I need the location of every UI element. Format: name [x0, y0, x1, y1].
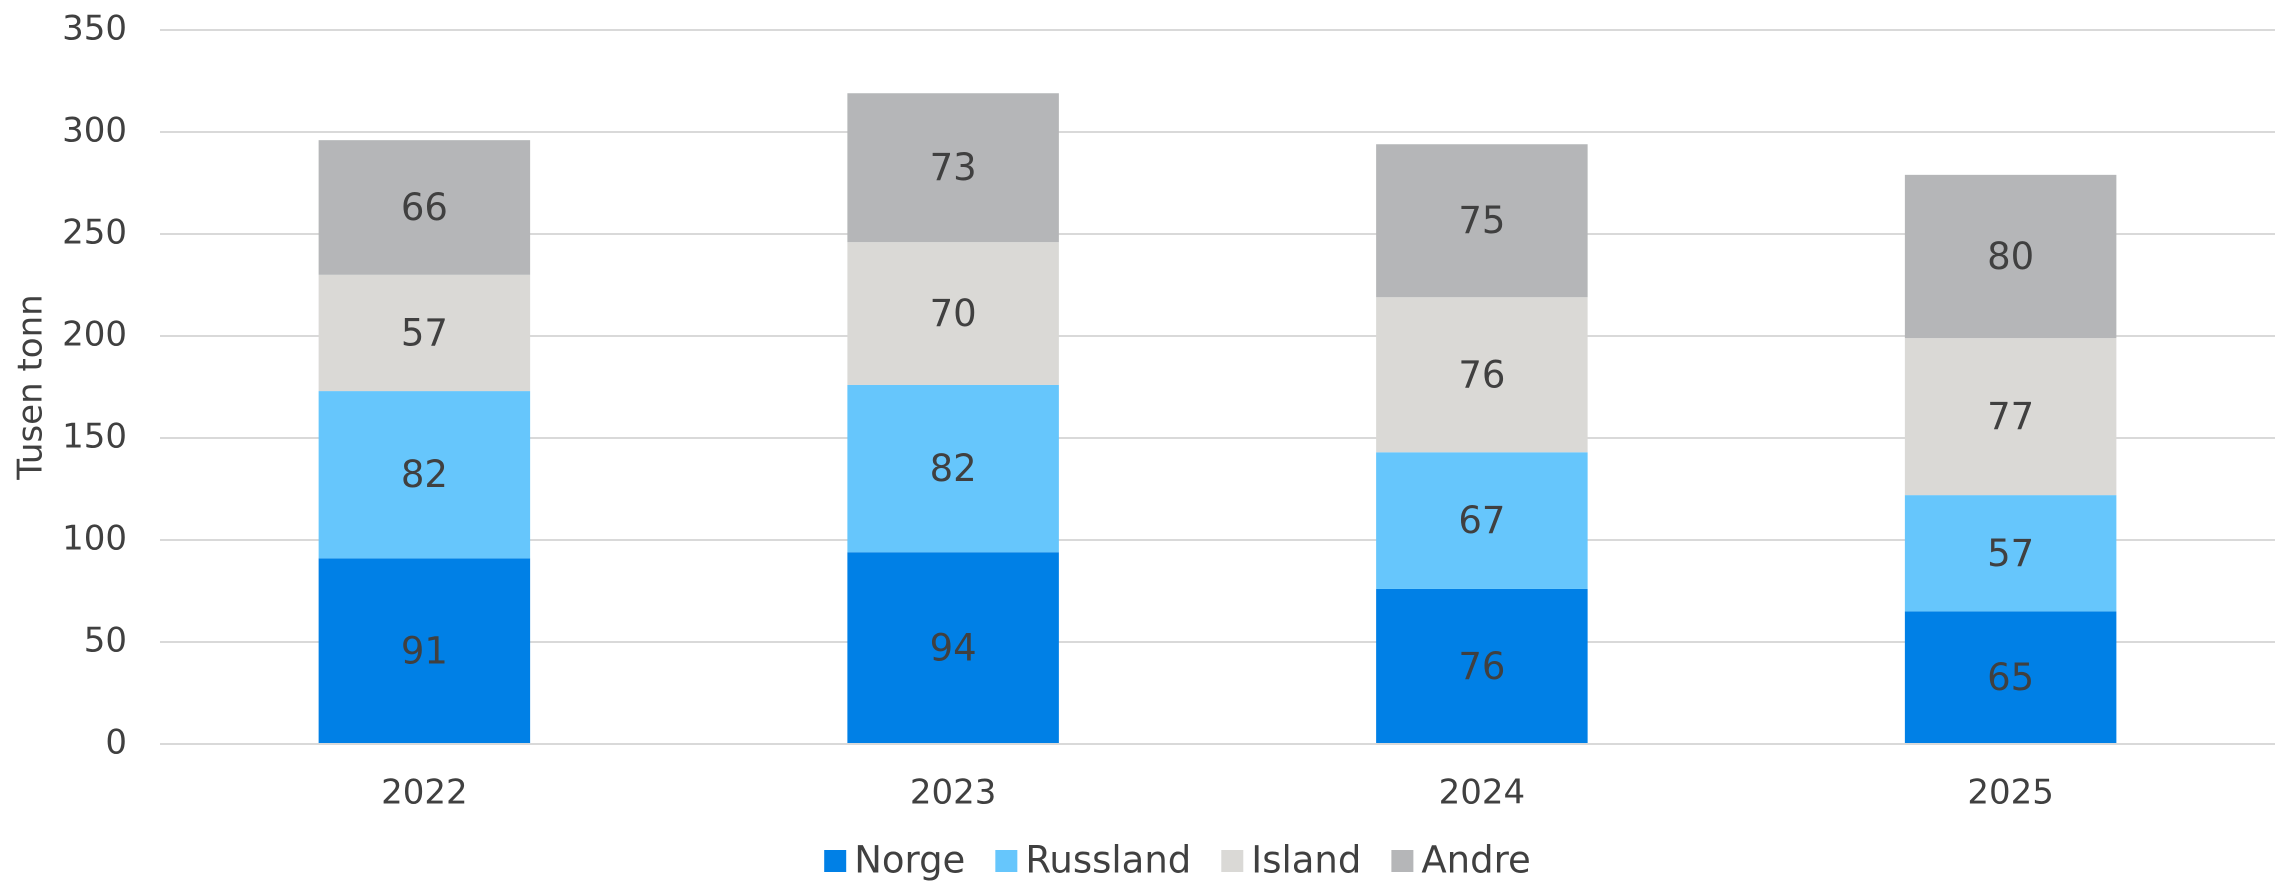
legend-label: Russland	[1025, 839, 1191, 882]
data-label: 82	[930, 447, 977, 490]
bar-segment	[1376, 297, 1588, 453]
data-label: 94	[930, 627, 977, 670]
bar-segment	[847, 242, 1059, 385]
data-label: 66	[401, 186, 448, 229]
bar-segment	[1904, 338, 2117, 496]
bar-segment	[318, 140, 531, 275]
y-tick-label: 300	[62, 111, 127, 151]
x-tick-label: 2024	[1439, 773, 1526, 813]
bar-segment	[318, 274, 531, 392]
y-tick-label: 50	[84, 621, 127, 661]
data-label: 75	[1458, 199, 1505, 242]
bar-segment	[1376, 588, 1588, 744]
bar-segment	[1904, 611, 2117, 744]
y-tick-label: 200	[62, 315, 127, 355]
legend-label: Island	[1251, 839, 1361, 882]
bar-segment	[847, 384, 1059, 553]
bar-segment	[318, 391, 531, 559]
data-label: 80	[1987, 235, 2034, 278]
bar-segment	[847, 552, 1059, 744]
bar-segment	[1904, 495, 2117, 612]
y-tick-label: 150	[62, 417, 127, 457]
bar-segment	[318, 558, 531, 744]
data-label: 82	[401, 453, 448, 496]
y-tick-label: 250	[62, 213, 127, 253]
y-tick-label: 0	[105, 723, 127, 763]
x-tick-label: 2023	[910, 773, 997, 813]
legend-label: Norge	[854, 839, 965, 882]
data-label: 57	[1987, 532, 2034, 575]
y-tick-label: 100	[62, 519, 127, 559]
data-label: 76	[1458, 353, 1505, 396]
x-tick-label: 2025	[1967, 773, 2054, 813]
legend-swatch	[1221, 850, 1244, 872]
data-label: 65	[1987, 656, 2034, 699]
y-tick-label: 350	[62, 9, 127, 49]
data-label: 70	[930, 292, 977, 335]
data-label: 76	[1458, 645, 1505, 688]
data-label: 67	[1458, 499, 1505, 542]
data-label: 91	[401, 630, 448, 673]
data-label: 77	[1987, 395, 2034, 438]
x-tick-label: 2022	[381, 773, 468, 813]
bar-segment	[1376, 452, 1588, 589]
y-axis-label: Tusen tonn	[11, 294, 51, 480]
data-label: 57	[401, 311, 448, 354]
bar-segment	[847, 93, 1059, 243]
legend-label: Andre	[1421, 839, 1530, 882]
bar-segment	[1904, 174, 2117, 339]
bar-segment	[1376, 144, 1588, 298]
data-label: 73	[930, 146, 977, 189]
legend-swatch	[1391, 850, 1414, 872]
legend-swatch	[824, 850, 847, 872]
legend-swatch	[995, 850, 1018, 872]
